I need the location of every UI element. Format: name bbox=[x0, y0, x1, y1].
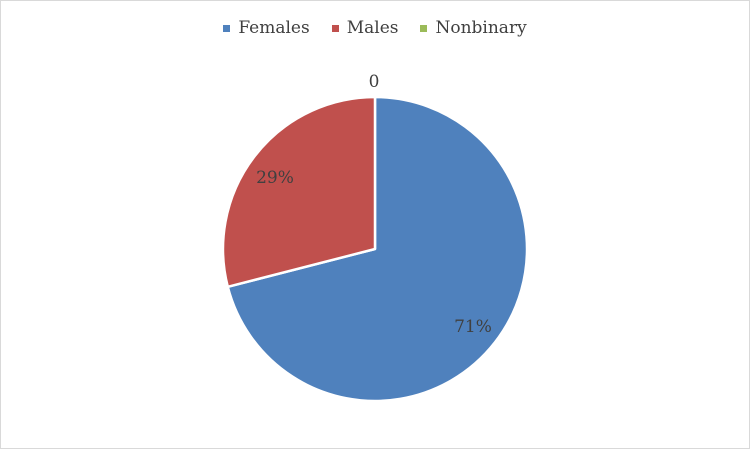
legend-swatch-males bbox=[331, 24, 339, 32]
legend-swatch-females bbox=[223, 24, 231, 32]
legend-label-nonbinary: Nonbinary bbox=[435, 18, 527, 38]
legend-item-nonbinary: Nonbinary bbox=[420, 18, 527, 38]
legend: Females Males Nonbinary bbox=[1, 18, 749, 38]
data-label-males: 29% bbox=[256, 168, 294, 188]
legend-label-males: Males bbox=[346, 18, 399, 38]
legend-item-females: Females bbox=[223, 18, 310, 38]
legend-swatch-nonbinary bbox=[420, 24, 428, 32]
data-label-nonbinary: 0 bbox=[369, 72, 380, 92]
legend-label-females: Females bbox=[238, 18, 310, 38]
data-label-females: 71% bbox=[454, 317, 492, 337]
legend-item-males: Males bbox=[331, 18, 399, 38]
pie-slice-females bbox=[226, 95, 529, 403]
pie-slice-males bbox=[221, 95, 377, 289]
